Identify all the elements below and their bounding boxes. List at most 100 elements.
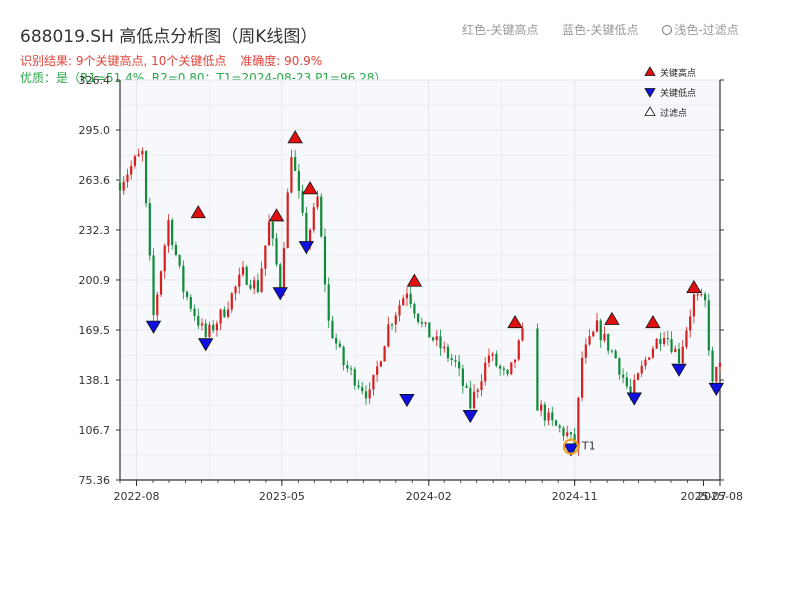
candle-body bbox=[566, 432, 569, 436]
candle-body bbox=[185, 291, 189, 298]
candle-body bbox=[208, 324, 211, 337]
x-tick-label: 2025-08 bbox=[697, 490, 743, 503]
candle-body bbox=[510, 362, 513, 375]
candle-body bbox=[569, 432, 573, 435]
candle-body bbox=[540, 404, 543, 411]
candle-body bbox=[484, 362, 487, 382]
candle-body bbox=[361, 387, 364, 392]
candle-body bbox=[689, 316, 692, 331]
candle-body bbox=[614, 350, 617, 359]
x-tick-label: 2024-02 bbox=[406, 490, 452, 503]
candle-body bbox=[137, 154, 140, 157]
x-tick-label: 2025-07 bbox=[681, 490, 727, 503]
candle-body bbox=[499, 365, 502, 369]
candle-body bbox=[431, 337, 435, 341]
candle-body bbox=[696, 294, 699, 296]
legend-blue-text: 蓝色-关键低点 bbox=[562, 23, 639, 37]
x-tick-label: 2024-11 bbox=[552, 490, 598, 503]
y-tick-label: 200.9 bbox=[79, 274, 111, 287]
candle-body bbox=[465, 385, 468, 388]
candle-body bbox=[398, 305, 401, 316]
candle-body bbox=[256, 280, 259, 292]
candle-body bbox=[167, 219, 170, 246]
y-tick-label: 232.3 bbox=[79, 224, 111, 237]
candle-body bbox=[435, 336, 438, 341]
candle-body bbox=[141, 151, 144, 155]
chart-title: 688019.SH 高低点分析图（周K线图） bbox=[20, 27, 318, 47]
candle-body bbox=[130, 165, 133, 175]
candle-body bbox=[521, 328, 524, 341]
candle-body bbox=[260, 268, 263, 292]
candle-body bbox=[718, 362, 722, 367]
candle-body bbox=[655, 338, 658, 349]
key-low-marker bbox=[145, 320, 162, 334]
candle-body bbox=[297, 170, 300, 191]
candle-body bbox=[212, 324, 215, 331]
candle-body bbox=[331, 320, 334, 338]
candle-body bbox=[681, 346, 684, 364]
key-high-marker bbox=[190, 205, 206, 219]
candle-body bbox=[282, 248, 286, 291]
key-low-marker bbox=[671, 363, 687, 377]
candle-body bbox=[223, 309, 226, 317]
candle-body bbox=[506, 369, 509, 375]
candle-body bbox=[562, 427, 565, 436]
candle-body bbox=[316, 196, 319, 208]
candle-body bbox=[424, 322, 427, 324]
candle-body bbox=[390, 324, 394, 326]
candle-body bbox=[495, 353, 498, 366]
candle-body bbox=[294, 156, 297, 171]
key-high-marker bbox=[604, 311, 620, 325]
key-low-marker bbox=[198, 338, 214, 352]
y-tick-label: 295.0 bbox=[79, 124, 111, 137]
candle-body bbox=[275, 238, 278, 265]
candle-body bbox=[536, 328, 539, 411]
candle-body bbox=[178, 254, 181, 266]
candle-body bbox=[670, 339, 673, 353]
candle-body bbox=[122, 181, 125, 191]
key-low-marker bbox=[626, 392, 642, 406]
x-tick-label: 2022-08 bbox=[114, 490, 160, 503]
candle-body bbox=[517, 340, 520, 360]
candle-body bbox=[219, 309, 222, 324]
candle-body bbox=[651, 348, 655, 358]
accuracy-text: 准确度: 90.9% bbox=[240, 54, 323, 68]
candle-body bbox=[588, 336, 591, 345]
candle-body bbox=[454, 360, 457, 362]
hollow-circle-icon bbox=[662, 25, 673, 35]
candle-body bbox=[458, 361, 461, 369]
candle-body bbox=[703, 294, 707, 301]
legend-red-text: 红色-关键高点 bbox=[462, 23, 539, 37]
candle-body bbox=[402, 298, 405, 306]
candle-body bbox=[323, 236, 327, 285]
candle-body bbox=[197, 315, 200, 326]
candle-body bbox=[417, 313, 420, 323]
candle-body bbox=[230, 293, 233, 310]
candle-body bbox=[368, 389, 371, 399]
candle-body bbox=[379, 361, 382, 367]
candle-body bbox=[659, 338, 662, 344]
candle-body bbox=[148, 203, 151, 256]
candle-body bbox=[241, 266, 245, 275]
candle-body bbox=[595, 320, 599, 332]
candle-body bbox=[577, 397, 580, 449]
legend-label: 关键高点 bbox=[660, 67, 696, 79]
candle-body bbox=[622, 374, 625, 378]
candle-body bbox=[633, 379, 636, 395]
candle-body bbox=[249, 284, 252, 289]
key-high-marker bbox=[287, 130, 303, 144]
candle-body bbox=[346, 365, 349, 369]
candle-body bbox=[308, 229, 312, 248]
candle-body bbox=[662, 338, 666, 344]
candle-body bbox=[707, 300, 710, 351]
candle-body bbox=[692, 294, 696, 317]
candle-body bbox=[592, 331, 595, 337]
legend-light-text: 浅色-过滤点 bbox=[674, 23, 739, 37]
legend-marker-high bbox=[644, 66, 656, 76]
result-text: 识别结果: 9个关键高点, 10个关键低点 bbox=[20, 54, 227, 68]
candle-body bbox=[171, 219, 174, 246]
candle-body bbox=[487, 355, 491, 363]
candle-body bbox=[279, 264, 282, 291]
candle-body bbox=[353, 369, 356, 386]
